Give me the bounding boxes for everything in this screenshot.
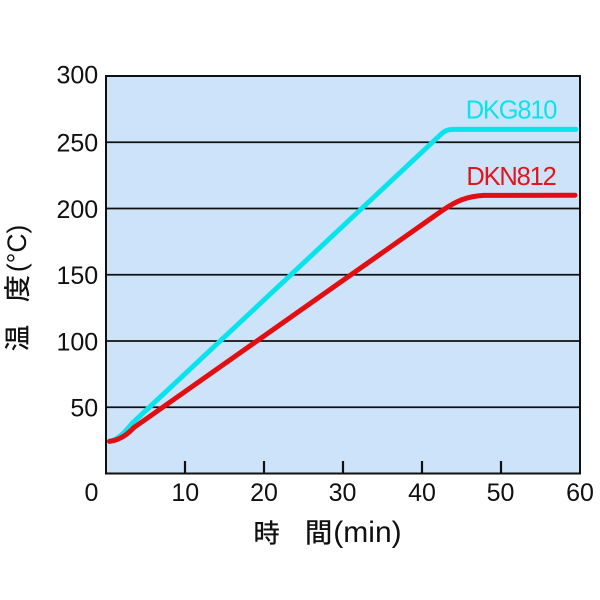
svg-text:200: 200 (56, 196, 98, 224)
svg-text:10: 10 (171, 479, 199, 507)
svg-text:50: 50 (70, 395, 98, 423)
svg-text:(min): (min) (333, 516, 401, 549)
svg-text:250: 250 (56, 130, 98, 158)
svg-text:60: 60 (566, 479, 594, 507)
svg-text:0: 0 (85, 479, 99, 507)
svg-text:30: 30 (329, 479, 357, 507)
svg-text:(°C): (°C) (2, 225, 32, 272)
svg-text:DKG810: DKG810 (466, 97, 558, 125)
svg-text:40: 40 (408, 479, 436, 507)
svg-text:150: 150 (56, 262, 98, 290)
svg-text:100: 100 (56, 328, 98, 356)
svg-text:300: 300 (56, 62, 98, 90)
svg-text:50: 50 (487, 479, 515, 507)
svg-text:20: 20 (250, 479, 278, 507)
svg-text:DKN812: DKN812 (466, 163, 555, 191)
